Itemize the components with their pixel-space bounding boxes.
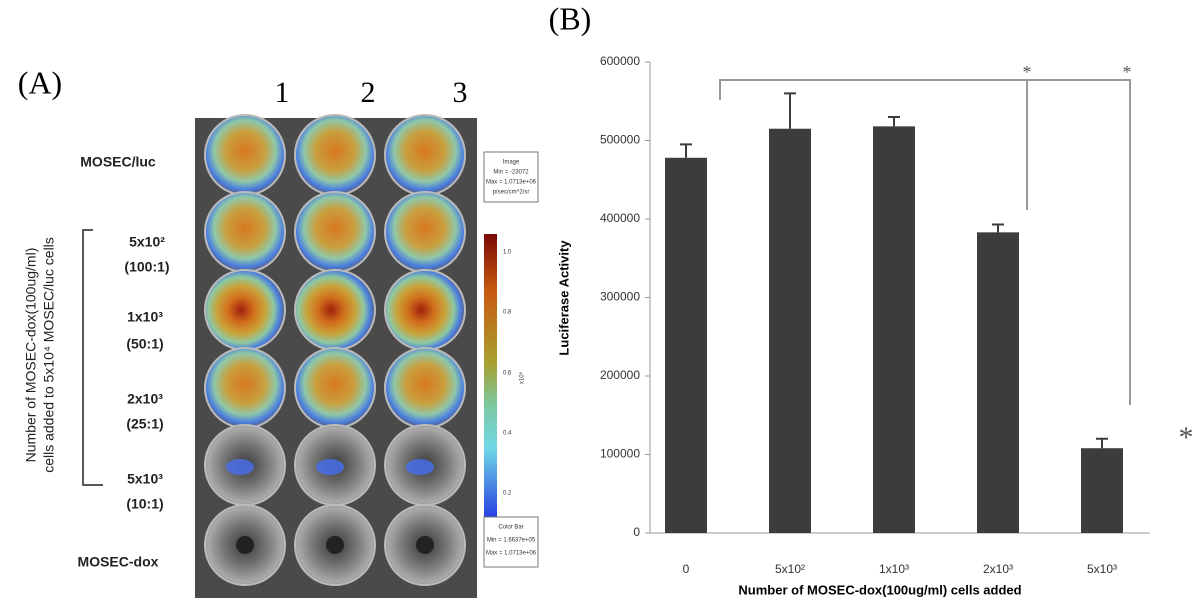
info-text: Min = -23072 (493, 170, 529, 176)
plot: 0 100000 200000 300000 400000 500000 600000 0 5x… (600, 54, 1194, 576)
row-label: 2x10³ (127, 391, 163, 407)
info-text: Max = 1.0713e+06 (486, 551, 537, 557)
x-tick-label: 1x10³ (879, 562, 909, 576)
y-tick-label: 100000 (600, 447, 640, 461)
color-bar-tick: 0.8 (503, 310, 512, 316)
well (294, 114, 376, 196)
x-tick-label: 5x10² (775, 562, 805, 576)
well (204, 191, 286, 273)
bar (769, 128, 811, 533)
well-signal (406, 459, 434, 475)
info-text: Max = 1.0713e+06 (486, 180, 537, 186)
info-text: Min = 1.6637e+05 (487, 538, 536, 544)
well (294, 191, 376, 273)
row-label: (50:1) (126, 336, 163, 352)
wells (204, 114, 466, 586)
image-info-box (483, 151, 539, 203)
y-tick-label: 600000 (600, 54, 640, 68)
error-bar (888, 115, 900, 127)
x-tick-label: 0 (683, 562, 690, 576)
well-center (326, 536, 344, 554)
row-label: (100:1) (124, 259, 169, 275)
error-bar (784, 92, 796, 129)
bar (873, 126, 915, 534)
well (384, 269, 466, 351)
well (384, 114, 466, 196)
x-tick-label: 5x10³ (1087, 562, 1117, 576)
significance-brackets (719, 79, 1131, 405)
x-axis-title: Number of MOSEC-dox(100ug/ml) cells adde… (738, 582, 1021, 597)
well-signal (226, 459, 254, 475)
well (204, 347, 286, 429)
bar (1081, 448, 1123, 533)
info-text: Color Bar (498, 525, 523, 531)
error-bar (1096, 437, 1108, 449)
well-center (416, 536, 434, 554)
bar (977, 232, 1019, 533)
color-bar-tick: 0.2 (503, 491, 512, 497)
well (204, 269, 286, 351)
well-signal (316, 459, 344, 475)
bar (665, 157, 707, 533)
color-bar-box (483, 516, 539, 568)
info-text: Image (503, 160, 520, 166)
y-axis-title: Luciferase Activity (556, 240, 571, 356)
color-bar-tick: 1.0 (503, 250, 512, 256)
significance-mark: * (1023, 62, 1032, 82)
row-label: 1x10³ (127, 309, 163, 325)
column-label: 1 (275, 76, 290, 109)
row-label: 5x10² (129, 234, 165, 250)
row-label: 5x10³ (127, 471, 163, 487)
axis-label-line: cells added to 5x10⁴ MOSEC/luc cells (41, 237, 57, 473)
well (294, 347, 376, 429)
error-bar (992, 223, 1004, 233)
well (384, 347, 466, 429)
column-label: 2 (361, 76, 376, 109)
bracket (719, 79, 1131, 405)
row-label: (10:1) (126, 496, 163, 512)
column-label: 3 (453, 76, 468, 109)
significance-mark: * (1179, 421, 1194, 454)
color-bar-tick: 0.4 (503, 431, 512, 437)
panel-label: (B) (549, 0, 592, 36)
well (294, 269, 376, 351)
row-label: (25:1) (126, 416, 163, 432)
info-text: p/sec/cm^2/sr (493, 190, 530, 196)
error-bar (680, 143, 692, 158)
significance-mark: * (1123, 62, 1132, 82)
bracket (82, 229, 103, 486)
y-tick-label: 400000 (600, 211, 640, 225)
color-bar-unit: x10⁶ (519, 371, 526, 384)
color-bar-tick: 0.6 (503, 371, 512, 377)
x-tick-label: 2x10³ (983, 562, 1013, 576)
well (204, 114, 286, 196)
well-center (236, 536, 254, 554)
axis-label: Number of MOSEC-dox(100ug/ml) cells adde… (23, 237, 57, 473)
y-tick-label: 0 (633, 525, 640, 539)
row-label: MOSEC/luc (80, 154, 156, 170)
row-label: MOSEC-dox (78, 554, 159, 570)
panel-label: (A) (18, 64, 62, 100)
color-bar (484, 234, 497, 520)
y-tick-label: 200000 (600, 368, 640, 382)
well (384, 191, 466, 273)
y-tick-label: 500000 (600, 133, 640, 147)
y-tick-label: 300000 (600, 290, 640, 304)
axis-label-line: Number of MOSEC-dox(100ug/ml) (23, 248, 39, 463)
